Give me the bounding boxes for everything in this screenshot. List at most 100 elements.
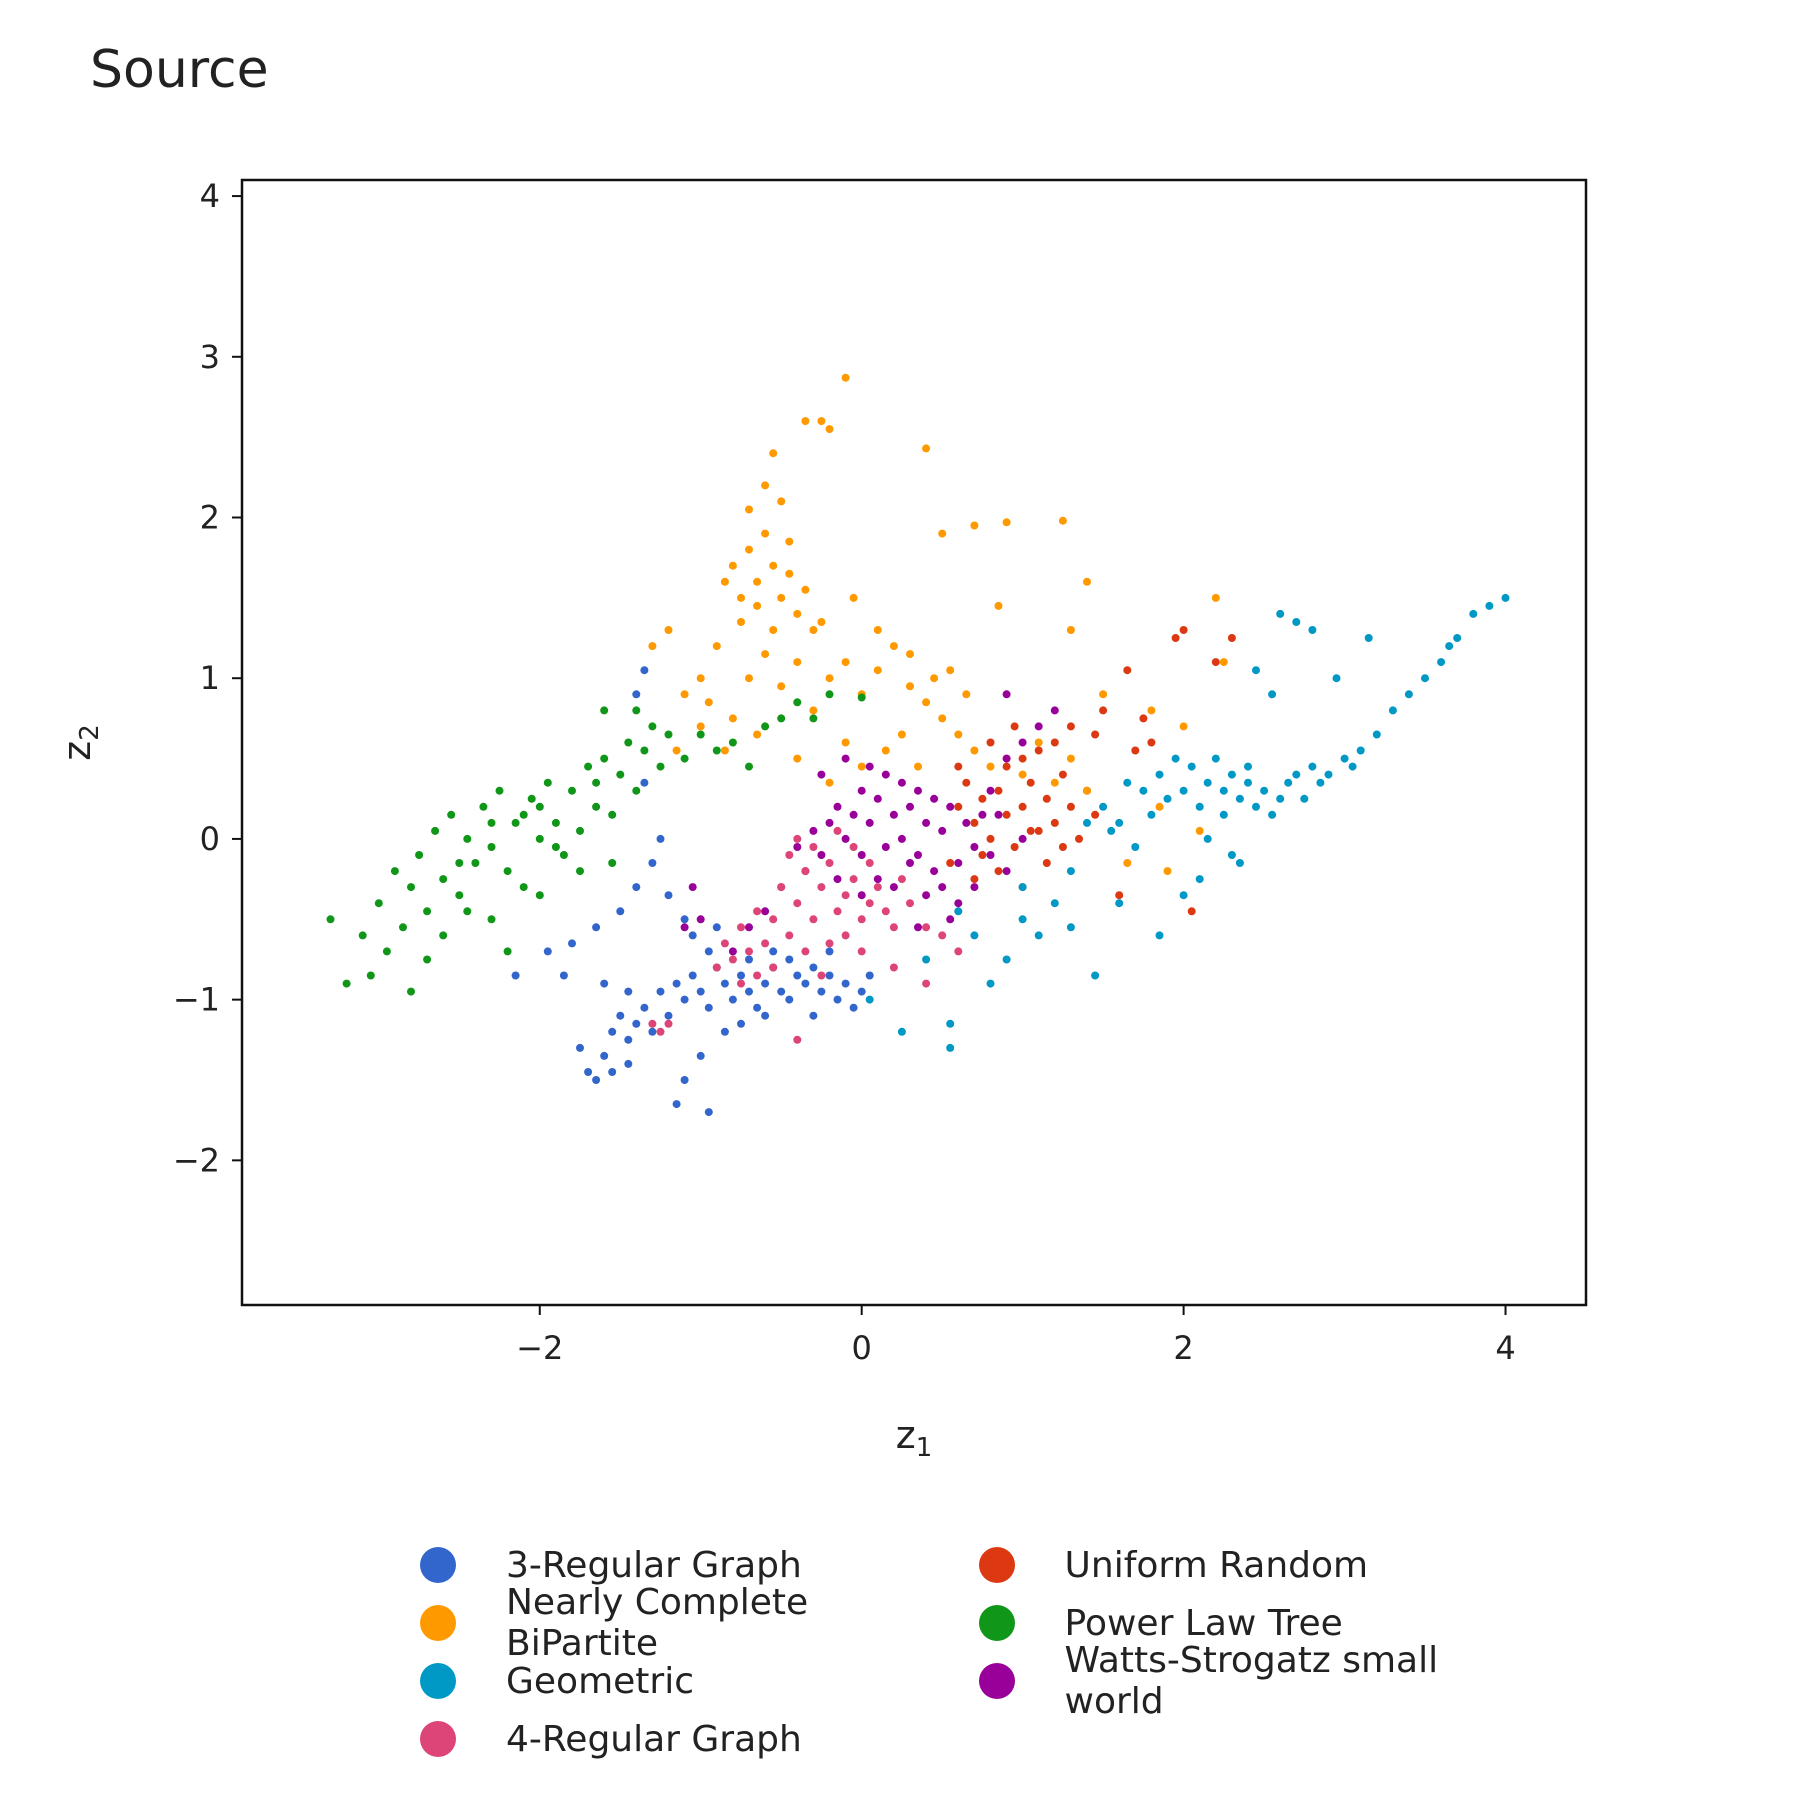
scatter-point — [487, 915, 496, 924]
scatter-point — [761, 529, 770, 538]
scatter-point — [1388, 706, 1397, 715]
scatter-point — [1058, 843, 1067, 851]
scatter-point — [592, 778, 601, 787]
scatter-point — [632, 1019, 641, 1028]
scatter-point — [1348, 762, 1357, 771]
scatter-point — [793, 609, 802, 618]
legend-label: Power Law Tree — [1064, 1602, 1343, 1644]
scatter-point — [825, 859, 834, 867]
scatter-point — [970, 883, 979, 892]
scatter-point — [1187, 907, 1196, 916]
scatter-point — [1252, 666, 1260, 675]
scatter-point — [873, 666, 882, 675]
scatter-point — [946, 666, 955, 675]
scatter-point — [809, 963, 818, 972]
scatter-point — [648, 859, 657, 867]
scatter-point — [833, 907, 842, 916]
x-axis: −2 0 2 4 — [516, 1305, 1516, 1367]
scatter-point — [809, 843, 818, 851]
scatter-point — [897, 834, 906, 843]
scatter-point — [914, 786, 922, 795]
scatter-point — [696, 722, 705, 731]
x-axis-label: z1 — [896, 1413, 933, 1463]
scatter-point — [954, 802, 963, 811]
scatter-point — [1147, 706, 1156, 715]
scatter-point — [1203, 834, 1212, 843]
scatter-point — [889, 923, 898, 932]
scatter-point — [568, 786, 576, 795]
scatter-point — [970, 875, 979, 884]
scatter-point — [399, 923, 407, 932]
scatter-point — [1195, 875, 1204, 884]
scatter-point — [793, 698, 802, 707]
legend-item[interactable]: Power Law Tree — [978, 1598, 1460, 1648]
scatter-point — [1187, 762, 1196, 771]
scatter-point — [745, 947, 753, 956]
scatter-point — [809, 714, 818, 723]
scatter-point — [938, 826, 947, 835]
scatter-point — [1469, 609, 1478, 618]
scatter-point — [777, 497, 786, 506]
scatter-point — [495, 786, 504, 795]
scatter-point — [664, 626, 673, 634]
scatter-point — [793, 658, 802, 667]
scatter-point — [825, 425, 834, 434]
scatter-point — [865, 818, 874, 827]
scatter-point — [568, 939, 576, 948]
scatter-point — [946, 859, 955, 867]
scatter-point — [624, 1059, 633, 1068]
scatter-point — [600, 1051, 609, 1060]
scatter-point — [1235, 859, 1244, 867]
scatter-point — [769, 561, 778, 570]
legend-swatch — [420, 1547, 456, 1583]
scatter-point — [1026, 826, 1035, 835]
scatter-point — [1147, 810, 1156, 819]
scatter-point — [994, 786, 1003, 795]
scatter-point — [825, 690, 834, 699]
scatter-point — [1066, 754, 1075, 763]
legend-item[interactable]: 4-Regular Graph — [420, 1714, 939, 1764]
scatter-point — [1324, 770, 1333, 779]
scatter-point — [1050, 778, 1059, 787]
scatter-point — [1171, 634, 1180, 642]
legend-item[interactable]: Watts-Strogatz small world — [978, 1640, 1460, 1722]
scatter-point — [640, 666, 649, 675]
scatter-point — [1163, 794, 1172, 803]
scatter-point — [1227, 634, 1236, 642]
scatter-point — [849, 593, 858, 602]
scatter-point — [761, 722, 770, 731]
scatter-point — [970, 521, 979, 530]
plot-frame — [240, 178, 1588, 1307]
y-tick-label: 3 — [200, 338, 220, 376]
scatter-point — [382, 947, 391, 956]
scatter-point — [737, 618, 745, 626]
scatter-point — [946, 1043, 955, 1052]
scatter-point — [930, 674, 939, 683]
scatter-point — [1083, 577, 1091, 586]
scatter-point — [696, 730, 705, 739]
scatter-point — [455, 859, 464, 867]
scatter-point — [1219, 810, 1228, 819]
scatter-point — [1292, 618, 1301, 626]
scatter-point — [471, 859, 480, 867]
scatter-point — [1083, 786, 1091, 795]
scatter-point — [938, 529, 947, 538]
scatter-point — [664, 730, 673, 739]
legend-item[interactable]: Geometric — [420, 1656, 939, 1706]
scatter-point — [1139, 714, 1148, 723]
scatter-point — [1155, 770, 1164, 779]
scatter-point — [608, 1027, 617, 1036]
scatter-point — [897, 778, 906, 787]
scatter-point — [487, 843, 496, 851]
scatter-point — [632, 883, 641, 892]
scatter-point — [986, 979, 995, 988]
legend-swatch — [420, 1721, 456, 1757]
scatter-point — [881, 843, 890, 851]
legend-item[interactable]: Uniform Random — [978, 1540, 1460, 1590]
scatter-point — [1421, 674, 1429, 683]
legend-item[interactable]: 3-Regular Graph — [420, 1540, 939, 1590]
scatter-point — [777, 682, 786, 691]
scatter-point — [1308, 762, 1317, 771]
legend-item[interactable]: Nearly Complete BiPartite — [420, 1582, 939, 1664]
scatter-point — [439, 931, 448, 940]
